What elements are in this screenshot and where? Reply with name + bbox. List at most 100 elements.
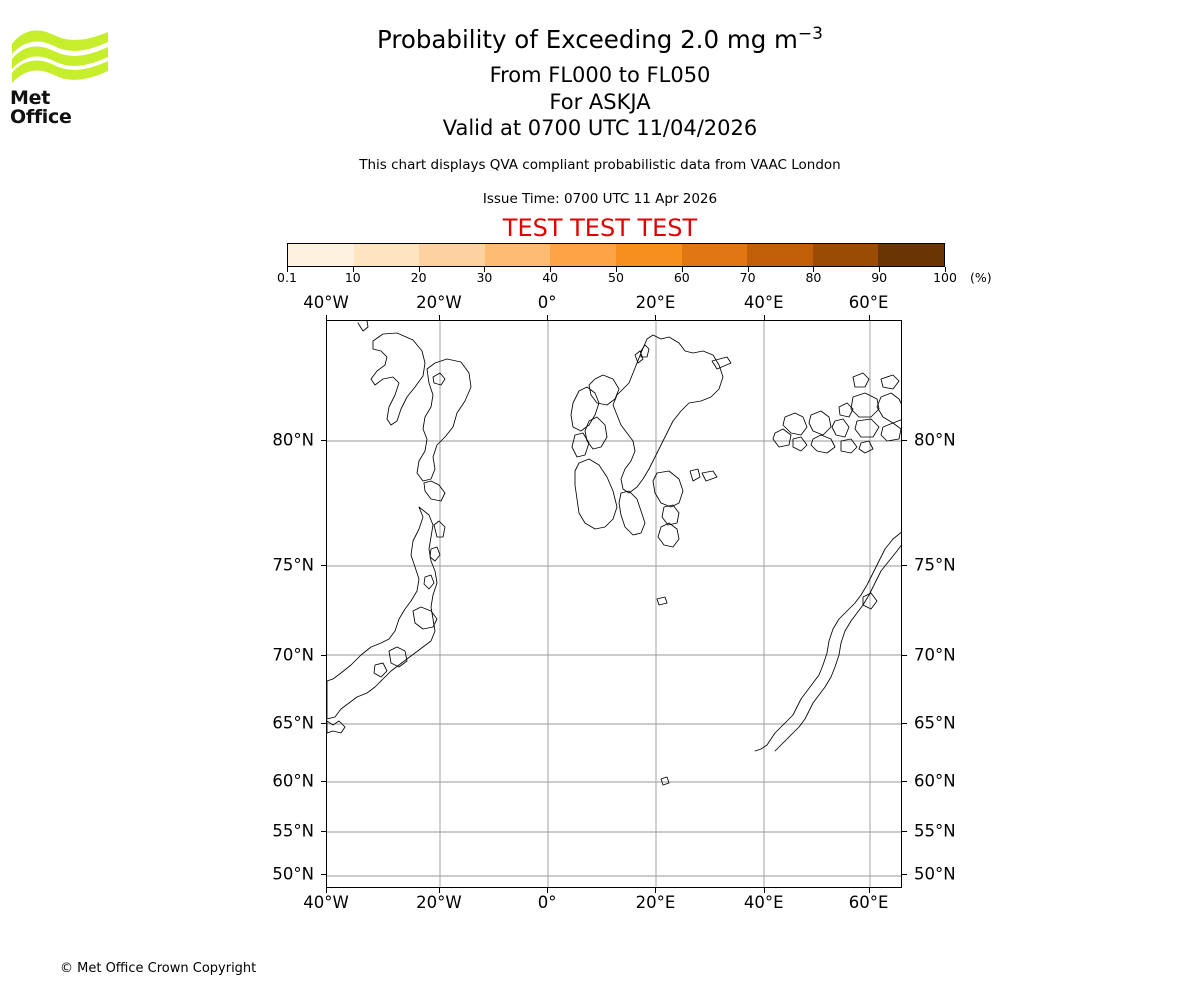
svalbard-coastline [570,334,732,548]
latitude-tick-label-left: 80°N [272,430,314,450]
longitude-tickmark [763,315,765,320]
issue-time-text: Issue Time: 0700 UTC 11 Apr 2026 [482,191,718,207]
latitude-tickmark [902,722,907,724]
test-banner: TEST TEST TEST [502,214,698,242]
latitude-tickmark [902,781,907,783]
colorbar-tick-10 [945,267,946,272]
colorbar-segment-8 [812,244,879,266]
small-islands [656,596,670,786]
colorbar-tickmarks [287,267,946,275]
longitude-tickmark [547,315,549,320]
latitude-tickmark [902,830,907,832]
page-title: Probability of Exceeding 2.0 mg m−3 [0,23,1200,54]
map-canvas [327,321,901,887]
colorbar-gradient [287,243,945,267]
longitude-tick-label-bottom: 0° [537,893,557,912]
latitude-tick-label-right: 65°N [914,713,956,733]
latitude-tick-label-right: 60°N [914,771,956,791]
longitude-tick-label-top: 40°E [743,293,784,312]
latitude-tick-label-left: 65°N [272,713,314,733]
page-title-exponent: −3 [797,23,823,44]
valid-time-subtitle: Valid at 0700 UTC 11/04/2026 [442,116,758,140]
latitude-tickmark [321,440,326,442]
colorbar-segment-1 [353,244,420,266]
greenland-coastline [327,321,472,734]
colorbar-tick-0 [287,267,288,272]
colorbar-tick-labels: 0.1 10 20 30 40 50 60 70 80 90 100 [277,270,957,288]
latitude-tickmark [902,440,907,442]
latitude-tick-label-left: 75°N [272,555,314,575]
longitude-tickmark [438,888,440,893]
met-office-logo: Met Office [10,26,114,127]
colorbar-segment-0 [288,244,354,266]
colorbar-segment-5 [615,244,682,266]
colorbar-tick-4 [550,267,552,272]
franz-josef-land-coastline [772,372,901,454]
colorbar-segment-4 [550,244,616,266]
met-office-wordmark: Met Office [10,87,72,128]
longitude-tickmark [763,888,765,893]
colorbar-segment-9 [878,244,944,266]
colorbar-tick-6 [681,267,683,272]
colorbar-segment-7 [747,244,813,266]
colorbar-tick-9 [879,267,881,272]
longitude-tick-label-bottom: 20°W [416,893,462,912]
longitude-tickmark [438,315,440,320]
longitude-tickmark [655,888,657,893]
longitude-tick-label-bottom: 40°E [743,893,784,912]
longitude-tick-label-bottom: 40°W [303,893,349,912]
colorbar-tick-label: 100 [933,270,957,285]
colorbar-tick-label: 60 [673,270,690,285]
probability-map[interactable] [326,320,902,888]
parallel-gridlines [327,440,901,877]
colorbar-tick-label: 40 [542,270,559,285]
latitude-tickmark [321,722,326,724]
colorbar-tick-3 [484,267,486,272]
longitude-tick-label-top: 0° [537,293,557,312]
longitude-tickmark [326,888,327,893]
colorbar-tick-label: 90 [871,270,888,285]
longitude-tickmark [868,315,870,320]
colorbar-tick-5 [616,267,617,272]
latitude-tick-label-left: 50°N [272,864,314,884]
longitude-tickmark [868,888,870,893]
novaya-zemlya-coastline [754,532,901,752]
colorbar-tick-label: 20 [410,270,427,285]
colorbar-tick-7 [747,267,749,272]
latitude-tickmark [321,565,326,567]
longitude-tick-label-top: 40°W [303,293,349,312]
latitude-tickmark [902,874,907,876]
latitude-tick-label-right: 70°N [914,645,956,665]
longitude-tick-label-bottom: 60°E [848,893,889,912]
colorbar-tick-8 [813,267,815,272]
met-office-wave-icon [12,30,108,83]
qva-note: This chart displays QVA compliant probab… [359,157,841,173]
colorbar-segment-2 [419,244,485,266]
colorbar-tick-label: 30 [476,270,493,285]
colorbar-tick-1 [352,267,354,272]
colorbar-tick-label: 10 [344,270,361,285]
colorbar-tick-label: 0.1 [277,270,297,285]
latitude-tickmark [321,830,326,832]
latitude-tickmark [321,654,326,656]
longitude-tickmark [547,888,549,893]
probability-colorbar [287,243,945,267]
longitude-tickmark [326,315,327,320]
longitude-tick-label-bottom: 20°E [635,893,676,912]
longitude-tick-label-top: 60°E [848,293,889,312]
latitude-tick-label-right: 55°N [914,821,956,841]
colorbar-segment-6 [681,244,748,266]
colorbar-segment-3 [484,244,551,266]
latitude-tick-label-right: 75°N [914,555,956,575]
volcano-subtitle: For ASKJA [549,90,651,114]
latitude-tick-label-left: 55°N [272,821,314,841]
latitude-tickmark [321,874,326,876]
flight-level-subtitle: From FL000 to FL050 [489,63,711,87]
colorbar-tick-label: 80 [805,270,822,285]
latitude-tick-label-left: 60°N [272,771,314,791]
colorbar-tick-2 [418,267,420,272]
copyright-notice: © Met Office Crown Copyright [60,961,257,976]
latitude-tickmark [902,565,907,567]
latitude-tick-label-right: 80°N [914,430,956,450]
longitude-tickmark [655,315,657,320]
